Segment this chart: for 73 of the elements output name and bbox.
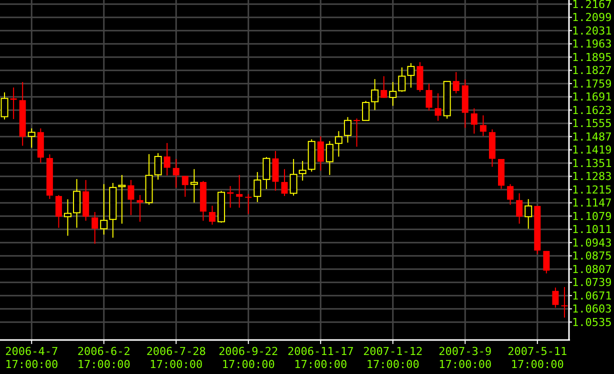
y-tick-label: 1.2099	[572, 11, 612, 24]
candlestick	[128, 180, 134, 216]
candlestick	[190, 168, 198, 204]
y-tick-label: 1.0535	[572, 316, 612, 329]
y-tick-label: 1.0739	[572, 276, 612, 290]
y-tick-label: 1.2031	[572, 24, 612, 38]
candlestick	[470, 108, 478, 134]
candlestick	[272, 150, 279, 192]
candlestick	[28, 128, 36, 148]
candlestick	[480, 114, 486, 136]
y-tick-label: 1.1691	[572, 90, 612, 104]
y-tick-label: 1.1895	[572, 50, 612, 64]
y-tick-label: 1.0875	[572, 250, 612, 263]
y-tick-label: 1.1079	[572, 210, 612, 223]
y-tick-label: 1.1623	[572, 104, 612, 117]
y-tick-label: 1.2167	[572, 0, 612, 11]
y-tick-label: 1.1759	[572, 77, 612, 90]
x-tick-label: 2006-6-2 17:00:00	[77, 345, 130, 371]
candlestick	[290, 158, 298, 196]
candlestick	[281, 168, 288, 197]
candlestick	[245, 194, 252, 214]
candlestick	[164, 142, 170, 176]
candlestick	[362, 100, 370, 121]
x-tick-label: 2006-11-17 17:00:00	[288, 345, 354, 371]
candlestick	[354, 118, 360, 148]
y-tick-label: 1.0603	[572, 302, 612, 316]
candlestick	[0, 92, 8, 120]
candlestick	[561, 286, 568, 318]
x-tick-label: 2007-5-11 17:00:00	[508, 345, 568, 371]
y-tick-label: 1.1827	[572, 64, 612, 78]
y-tick-label: 1.1147	[572, 196, 612, 210]
candlestick	[208, 205, 216, 226]
candlestick	[326, 140, 334, 176]
candlestick	[182, 175, 188, 198]
candlestick	[380, 76, 388, 98]
x-tick-label: 2007-1-12 17:00:00	[363, 345, 423, 371]
candlestick	[118, 174, 126, 224]
candlestick	[172, 158, 180, 188]
y-tick-label: 1.1011	[572, 223, 612, 236]
y-tick-label: 1.0943	[572, 236, 612, 250]
candlestick	[298, 160, 306, 182]
candlestick	[452, 72, 460, 94]
candlestick	[426, 83, 432, 111]
candlestick	[334, 130, 342, 158]
x-tick-label: 2006-7-28 17:00:00	[146, 345, 206, 371]
candlestick	[543, 250, 550, 274]
candlestick	[10, 86, 17, 120]
y-tick-label: 1.1487	[572, 130, 612, 144]
candlestick	[92, 211, 98, 244]
candlestick	[344, 116, 352, 144]
candlestick	[100, 184, 108, 236]
candlestick	[507, 184, 514, 206]
y-tick-label: 1.0671	[572, 289, 612, 302]
candlestick	[55, 194, 62, 228]
candlestick	[236, 174, 243, 208]
candlestick	[136, 194, 144, 222]
y-tick-label: 1.1283	[572, 170, 612, 184]
y-tick-label: 1.1215	[572, 183, 612, 196]
candlestick	[434, 92, 442, 122]
candlestick	[524, 198, 532, 230]
y-tick-label: 1.0807	[572, 262, 612, 276]
candlestick	[317, 136, 324, 172]
candlestick	[552, 287, 559, 308]
x-tick-label: 2007-3-9 17:00:00	[438, 345, 492, 371]
y-tick-label: 1.1963	[572, 38, 612, 51]
y-tick-label: 1.1351	[572, 156, 612, 170]
y-tick-label: 1.1555	[572, 117, 612, 130]
candlestick	[516, 192, 523, 224]
x-tick-label: 2006-4-7 17:00:00	[5, 345, 58, 371]
y-tick-label: 1.1419	[572, 144, 612, 157]
candlestick	[371, 78, 379, 111]
x-tick-label: 2006-9-22 17:00:00	[218, 345, 278, 371]
candlestick	[416, 62, 424, 92]
